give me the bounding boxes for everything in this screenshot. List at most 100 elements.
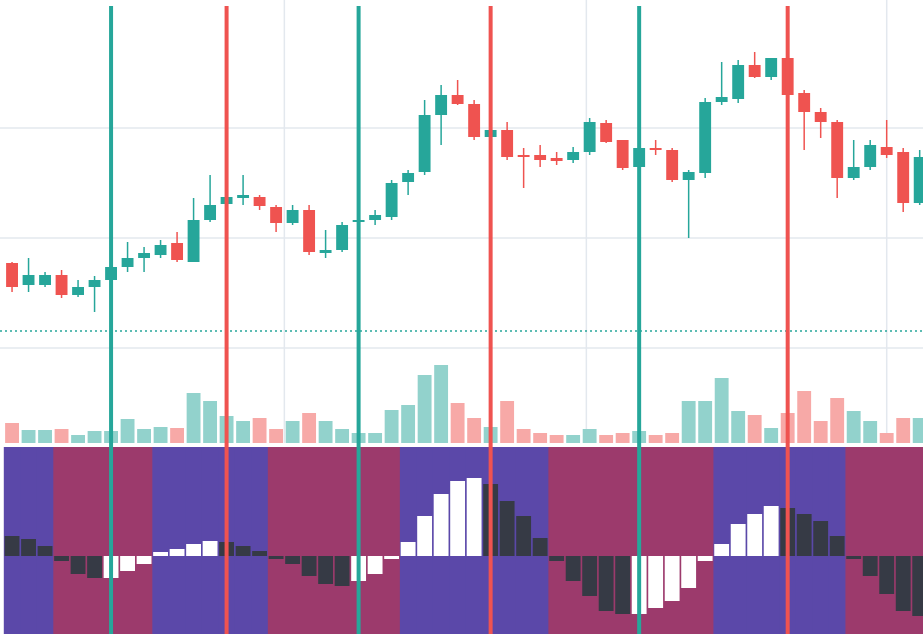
candle-body (204, 205, 217, 220)
candle-body (154, 245, 167, 255)
band (366, 447, 384, 634)
oscillator-bar (763, 506, 779, 556)
oscillator-bar (813, 521, 829, 556)
oscillator-bar (598, 556, 614, 611)
oscillator-bar (400, 542, 416, 556)
oscillator-bar (301, 556, 317, 576)
volume-bar (648, 435, 663, 443)
candle-body (517, 155, 530, 157)
candle-body (732, 65, 745, 99)
volume-bar (764, 428, 779, 443)
oscillator-bar (384, 556, 400, 559)
volume-bar (500, 401, 515, 443)
band (911, 447, 923, 634)
volume-bar (38, 430, 52, 443)
volume-bar (434, 365, 449, 443)
volume-bar (120, 419, 135, 443)
volume-bar (549, 435, 564, 443)
volume-bar (203, 401, 218, 443)
oscillator-bar (697, 556, 713, 561)
candle-body (765, 58, 778, 77)
volume-bar (698, 401, 713, 443)
volume-bar (467, 418, 482, 443)
band (201, 447, 219, 634)
candle-body (649, 148, 662, 150)
volume-bar (335, 429, 350, 443)
candle-body (121, 258, 134, 267)
volume-bar (533, 433, 548, 443)
band (135, 447, 153, 634)
oscillator-bar (252, 551, 268, 556)
volume-bar (384, 410, 399, 443)
volume-bar (813, 421, 828, 443)
volume-bar (170, 428, 185, 443)
volume-bar (186, 393, 201, 443)
volume-bar (5, 423, 19, 443)
volume-bar (54, 429, 69, 443)
oscillator-bar (582, 556, 598, 596)
band (878, 447, 896, 634)
volume-bar (714, 378, 729, 443)
oscillator-bar (565, 556, 581, 581)
oscillator-bar (37, 546, 53, 556)
candle-body (501, 130, 514, 157)
candle-body (567, 152, 580, 160)
volume-bar (912, 418, 923, 443)
oscillator-bar (499, 501, 515, 556)
oscillator-bar (54, 556, 69, 561)
candle-body (550, 158, 563, 161)
band (69, 447, 87, 634)
volume-bar (615, 433, 630, 443)
band (663, 447, 681, 634)
candle-body (72, 287, 84, 295)
oscillator-bar (21, 539, 36, 556)
volume-bar (21, 430, 36, 443)
candle-body (187, 220, 200, 262)
oscillator-bar (87, 556, 102, 578)
oscillator-bar (681, 556, 697, 588)
candle-body (6, 263, 18, 287)
band (383, 447, 401, 634)
volume-bar (516, 429, 531, 443)
oscillator-bar (433, 494, 449, 556)
candle-body (237, 195, 250, 198)
candle-body (451, 95, 464, 104)
candle-body (402, 173, 415, 182)
volume-bar (236, 421, 251, 443)
oscillator-bar (895, 556, 911, 611)
oscillator-bar (268, 556, 284, 559)
oscillator-bar (235, 546, 251, 556)
oscillator-bar (417, 516, 433, 556)
oscillator-bar (912, 556, 923, 616)
oscillator-bar (747, 514, 763, 556)
volume-bar (863, 421, 878, 443)
volume-bar (368, 433, 383, 443)
candle-body (831, 122, 844, 178)
candle-body (814, 112, 827, 122)
candle-body (682, 172, 695, 180)
candle-body (534, 155, 547, 160)
candle-body (270, 207, 283, 223)
candle-body (418, 115, 431, 172)
candle-body (583, 122, 596, 152)
volume-bar (153, 427, 168, 443)
oscillator-bar (615, 556, 631, 614)
candle-body (435, 95, 448, 115)
candle-body (715, 97, 728, 102)
volume-bar (747, 415, 762, 443)
volume-bar (665, 433, 680, 443)
band (267, 447, 285, 634)
oscillator-bar (549, 556, 565, 561)
band (251, 447, 269, 634)
panel-separator (0, 443, 923, 447)
candle-body (253, 197, 266, 206)
band (845, 447, 863, 634)
volume-bar (137, 429, 152, 443)
band (300, 447, 318, 634)
band (185, 447, 203, 634)
candle-body (22, 275, 35, 285)
oscillator-bar (318, 556, 334, 584)
volume-bar (599, 435, 614, 443)
oscillator-bar (829, 536, 845, 556)
candle-body (55, 275, 68, 295)
